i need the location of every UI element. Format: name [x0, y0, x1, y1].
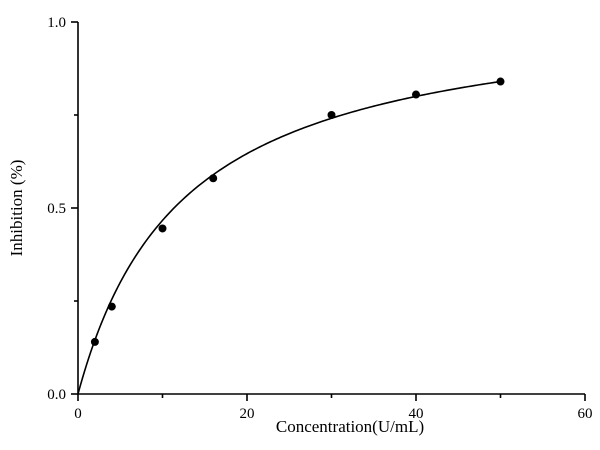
x-tick-label: 0 — [74, 406, 82, 422]
data-point — [90, 337, 99, 346]
axes: 0 20 40 60 0.0 0.5 1.0 — [47, 15, 592, 422]
data-markers — [90, 77, 505, 346]
data-point — [412, 90, 420, 99]
y-tick-label: 0.5 — [47, 201, 66, 217]
y-tick-label: 0.0 — [47, 387, 66, 403]
x-tick-label: 60 — [578, 406, 593, 422]
x-tick-label: 40 — [409, 406, 424, 422]
data-point — [327, 111, 336, 119]
data-point — [496, 77, 505, 86]
data-point — [107, 302, 116, 311]
fit-line — [77, 80, 501, 395]
x-tick-label: 20 — [240, 406, 255, 422]
y-tick-label: 1.0 — [47, 15, 66, 31]
data-point — [209, 174, 218, 183]
x-axis-label: Concentration(U/mL) — [276, 417, 424, 436]
data-point — [158, 224, 167, 233]
y-axis-label: Inhibition (%) — [7, 160, 26, 257]
fit-curve — [77, 80, 501, 395]
